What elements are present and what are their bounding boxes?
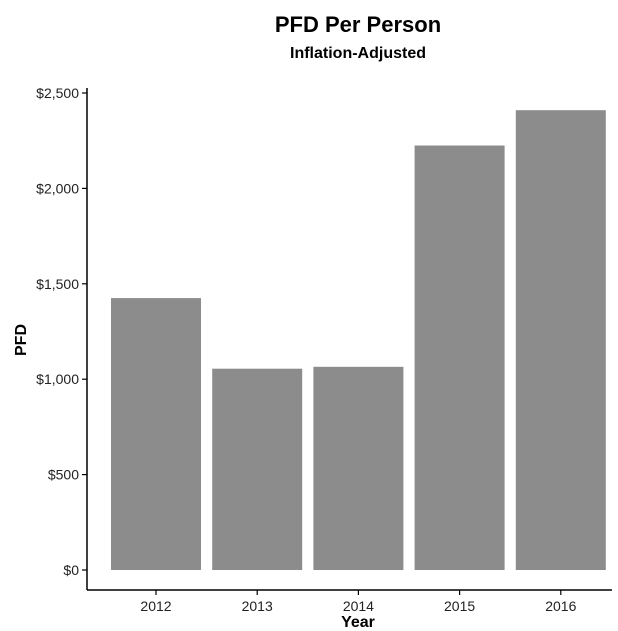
bar-2016 xyxy=(515,110,606,570)
x-tick-label: 2013 xyxy=(242,598,273,614)
bar-2015 xyxy=(414,145,505,570)
x-tick-label: 2016 xyxy=(545,598,576,614)
y-tick-label: $0 xyxy=(63,562,79,578)
x-tick-label: 2015 xyxy=(444,598,475,614)
y-axis-ticks: $0 $500 $1,000 $1,500 $2,000 $2,500 xyxy=(36,85,87,578)
x-axis-ticks: 2012 2013 2014 2015 2016 xyxy=(140,590,577,614)
x-tick-label: 2012 xyxy=(140,598,171,614)
y-tick-label: $500 xyxy=(48,467,79,483)
x-tick-label: 2014 xyxy=(343,598,374,614)
chart-title: PFD Per Person xyxy=(275,12,441,37)
y-tick-label: $1,500 xyxy=(36,276,79,292)
bar-2012 xyxy=(111,298,201,570)
y-tick-label: $2,500 xyxy=(36,85,79,101)
bars xyxy=(111,110,606,570)
chart-subtitle: Inflation-Adjusted xyxy=(290,45,426,62)
y-tick-label: $1,000 xyxy=(36,371,79,387)
y-tick-label: $2,000 xyxy=(36,180,79,196)
bar-2014 xyxy=(313,366,404,570)
x-axis-label: Year xyxy=(341,614,375,631)
y-axis-label: PFD xyxy=(13,324,30,356)
bar-2013 xyxy=(212,368,303,570)
